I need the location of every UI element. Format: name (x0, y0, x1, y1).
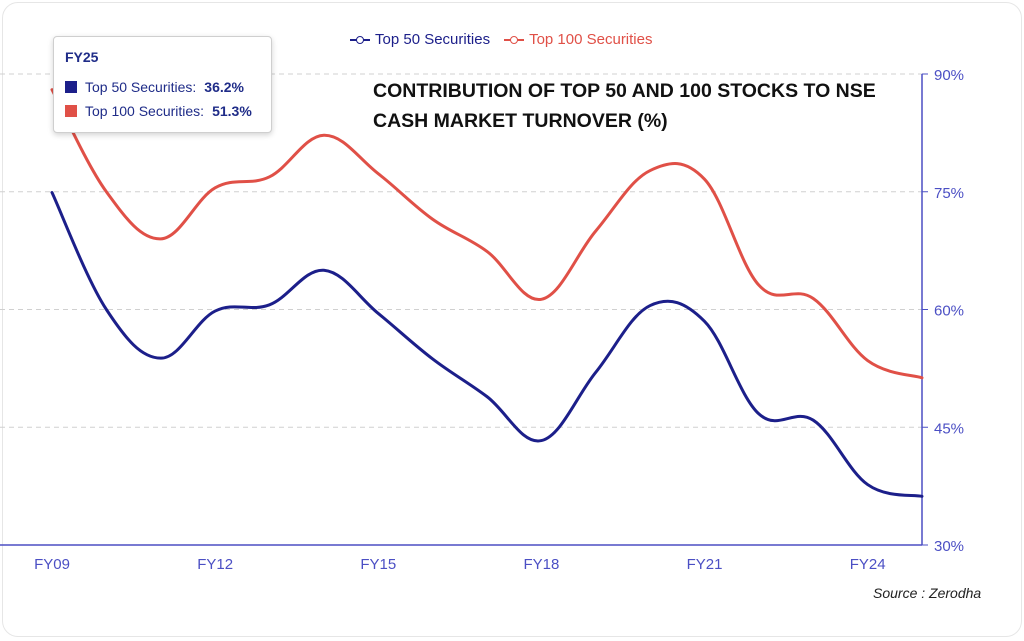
tooltip: FY25 Top 50 Securities: 36.2% Top 100 Se… (53, 36, 272, 133)
series-line-top50 (50, 191, 924, 498)
series-lines (50, 88, 924, 498)
x-tick-label: FY21 (687, 556, 723, 573)
series-line-top100 (50, 88, 924, 380)
y-tick-label: 75% (934, 185, 964, 202)
x-tick-label: FY12 (197, 556, 233, 573)
y-tick-label: 90% (934, 67, 964, 84)
chart-title: CONTRIBUTION OF TOP 50 AND 100 STOCKS TO… (373, 80, 876, 132)
y-tick-label: 30% (934, 538, 964, 555)
source-note: Source : Zerodha (873, 585, 982, 601)
legend-item-top100[interactable]: Top 100 Securities (504, 31, 652, 48)
tooltip-title: FY25 (65, 49, 99, 65)
legend-marker-top100 (504, 35, 525, 45)
tooltip-row-top50: Top 50 Securities: 36.2% (65, 79, 244, 95)
tick-labels: 30% 45% 60% 75% 90% FY09 FY12 FY15 FY18 FY21 FY24 (34, 67, 964, 573)
x-tick-label: FY15 (360, 556, 396, 573)
tooltip-label-top50: Top 50 Securities: (85, 79, 197, 95)
tooltip-swatch-top50 (65, 81, 77, 93)
legend-item-top50[interactable]: Top 50 Securities (350, 31, 490, 48)
axes (0, 73, 928, 546)
x-tick-label: FY24 (850, 556, 886, 573)
legend: Top 50 Securities Top 100 Securities (350, 31, 652, 48)
tooltip-swatch-top100 (65, 105, 77, 117)
tooltip-label-top100: Top 100 Securities: (85, 103, 205, 119)
gridlines (0, 73, 922, 428)
y-tick-label: 60% (934, 303, 964, 320)
x-tick-label: FY09 (34, 556, 70, 573)
tooltip-value-top50: 36.2% (204, 79, 244, 95)
tooltip-row-top100: Top 100 Securities: 51.3% (65, 103, 252, 119)
legend-label-top100: Top 100 Securities (529, 31, 653, 48)
x-tick-label: FY18 (523, 556, 559, 573)
tooltip-value-top100: 51.3% (212, 103, 252, 119)
y-tick-label: 45% (934, 420, 964, 437)
legend-marker-top50 (350, 35, 370, 45)
legend-label-top50: Top 50 Securities (375, 31, 491, 48)
